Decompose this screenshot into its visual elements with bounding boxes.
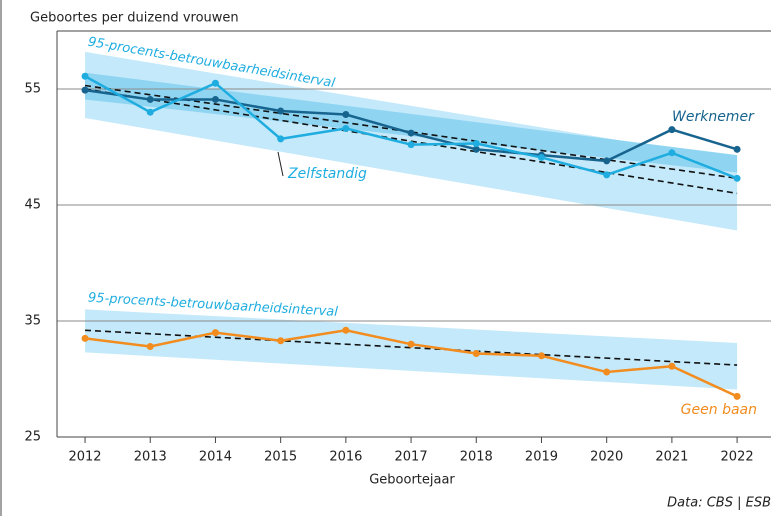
data-point [603,171,611,179]
data-point [733,392,741,400]
data-point [472,349,480,357]
x-tick-label: 2022 [721,450,754,465]
data-point [211,79,219,87]
data-point [407,129,415,137]
x-tick-label: 2014 [199,450,232,465]
plot: 25 35 45 55 2012 2013 2014 2015 2016 2017 2018 2019… [24,30,771,465]
y-tick-label: 55 [24,82,41,97]
data-point [211,329,219,337]
x-tick-label: 2016 [329,450,362,465]
x-tick-label: 2015 [264,450,297,465]
data-point [146,343,154,351]
data-point [407,340,415,348]
data-point [81,72,89,80]
confidence-band [85,72,738,173]
x-tick-label: 2012 [68,450,101,465]
data-point [472,145,480,153]
data-point [733,174,741,182]
chart-title: Geboortes per duizend vrouwen [30,11,239,26]
data-point [668,149,676,157]
source: Data: CBS | ESB [667,496,771,511]
leader-line [277,151,284,177]
x-axis-label: Geboortejaar [369,473,455,488]
x-tick-label: 2021 [655,450,688,465]
data-point [277,337,285,345]
data-point [211,95,219,103]
data-point [537,352,545,360]
data-point [277,135,285,143]
series-label: Zelfstandig [287,166,367,182]
data-point [342,326,350,334]
data-point [472,140,480,148]
data-point [668,362,676,370]
confidence-band [85,309,738,390]
x-tick-label: 2020 [590,450,623,465]
trend-line [84,329,738,366]
data-point [81,334,89,342]
data-point [146,108,154,116]
x-tick-label: 2013 [134,450,167,465]
data-point [81,86,89,94]
data-point [668,126,676,134]
y-tick-label: 25 [24,430,41,445]
series-label: Geen baan [681,402,757,418]
data-point [407,141,415,149]
x-tick-label: 2018 [460,450,493,465]
data-point [537,153,545,161]
data-point [342,111,350,119]
series-label: Werknemer [672,109,755,125]
data-point [277,107,285,115]
data-point [146,95,154,103]
y-tick-label: 45 [24,198,41,213]
data-point [603,157,611,165]
x-tick-label: 2019 [525,450,558,465]
data-point [603,368,611,376]
y-tick-label: 35 [24,314,41,329]
data-point [342,124,350,132]
x-tick-label: 2017 [395,450,428,465]
data-point [733,145,741,153]
